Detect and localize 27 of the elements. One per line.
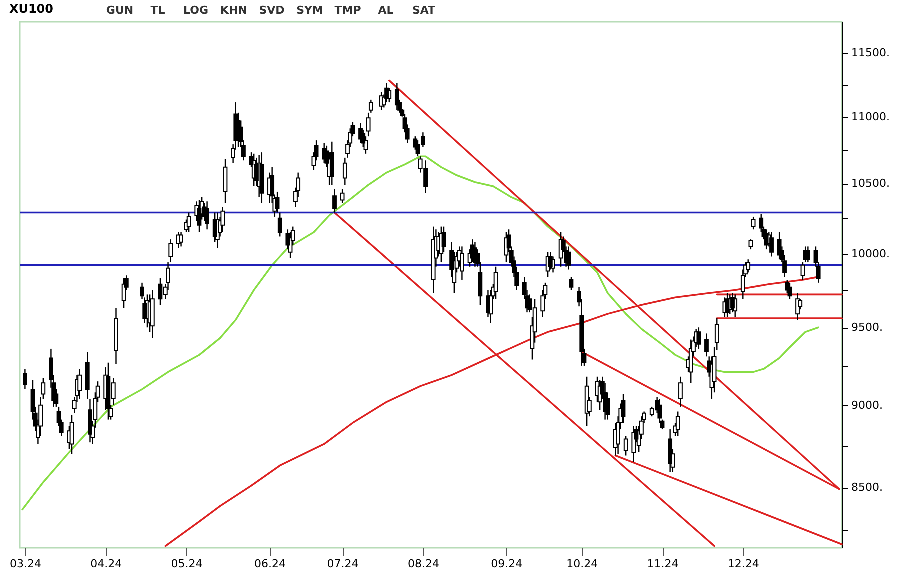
x-tick-label: 05.24 (171, 558, 203, 570)
text: SYM (296, 4, 324, 17)
y-tick-label: 10000. (852, 247, 890, 260)
x-tick-label: 07.24 (327, 558, 359, 570)
text: LOG (184, 4, 208, 17)
x-tick-label: 04.24 (90, 558, 122, 570)
text: TMP (334, 4, 362, 17)
x-tick-label: 12.24 (728, 558, 760, 570)
x-tick-label: 10.24 (566, 558, 598, 570)
x-tick-label: 03.24 (10, 558, 42, 570)
y-tick-label: 9500. (852, 321, 883, 334)
y-tick-label: 8500. (852, 481, 883, 494)
text: TL (150, 4, 166, 17)
text: GUN (106, 4, 134, 17)
x-tick-label: 11.24 (647, 558, 679, 570)
x-tick-label: 08.24 (408, 558, 440, 570)
x-tick-label: 09.24 (491, 558, 523, 570)
chart-title: XU100 (9, 2, 54, 16)
text: KHN (220, 4, 248, 17)
y-tick-label: 10500. (852, 177, 890, 190)
text: AL (378, 4, 394, 17)
text: SAT (412, 4, 436, 17)
y-tick-label: 9000. (852, 398, 883, 412)
y-tick-label: 11500. (852, 46, 890, 60)
text: SVD (259, 4, 285, 17)
y-tick-label: 11000. (852, 110, 890, 124)
x-tick-label: 06.24 (254, 558, 286, 570)
